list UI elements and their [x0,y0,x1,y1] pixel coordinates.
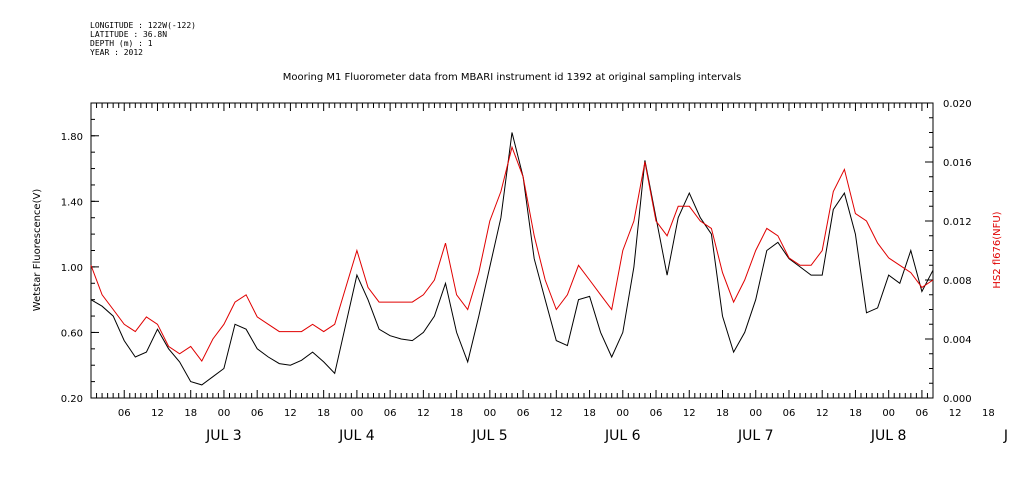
x-tick-label: 06 [384,408,397,419]
x-tick-label: 12 [816,408,829,419]
meta-longitude: LONGITUDE : 122W(-122) [90,21,196,30]
y2-tick-label: 0.008 [943,276,972,287]
x-tick-label: 00 [351,408,364,419]
x-tick-label: 00 [483,408,496,419]
day-label: JUL 3 [205,428,242,444]
y-tick-label: 0.20 [61,394,83,405]
x-tick-label: 18 [450,408,463,419]
y-tick-label: 1.80 [61,132,83,143]
y-tick-label: 1.00 [61,263,83,274]
y2-tick-label: 0.012 [943,217,972,228]
day-label: JUL 6 [604,428,641,444]
x-tick-label: 18 [583,408,596,419]
x-tick-label: 06 [251,408,264,419]
x-tick-label: 06 [118,408,131,419]
x-tick-label: 18 [849,408,862,419]
day-label: JUL 8 [870,428,907,444]
x-tick-label: 12 [550,408,563,419]
meta-year: YEAR : 2012 [90,48,143,57]
x-tick-label: 12 [417,408,430,419]
day-label: JUL 7 [737,428,774,444]
x-tick-label: 00 [882,408,895,419]
left-axis: 0.20 0.60 1.00 1.40 1.80 [61,102,99,405]
y-tick-label: 1.40 [61,197,83,208]
x-tick-label: 00 [218,408,231,419]
x-tick-label: 00 [616,408,629,419]
minor-ticks [90,103,934,398]
x-tick-label: 00 [749,408,762,419]
meta-depth: DEPTH (m) : 1 [90,39,153,48]
x-tick-label: 18 [317,408,330,419]
day-label: JUL 9 [1003,428,1009,444]
chart-title: Mooring M1 Fluorometer data from MBARI i… [283,72,742,83]
x-axis: 06 12 18 00 06 12 18 00 06 12 18 00 06 12 18 00 06 12 18 00… [118,408,1009,444]
x-tick-label: 12 [949,408,962,419]
y-tick-label: 0.60 [61,328,83,339]
x-tick-label: 06 [783,408,796,419]
day-label: JUL 5 [471,428,508,444]
wetstar-series-line [90,132,934,386]
x-tick-label: 12 [284,408,297,419]
y2-tick-label: 0.020 [943,99,972,110]
right-axis: 0.000 0.004 0.008 0.012 0.016 0.020 [925,99,972,405]
meta-latitude: LATITUDE : 36.8N [90,30,168,39]
x-tick-label: 12 [151,408,164,419]
y2-tick-label: 0.004 [943,335,972,346]
x-tick-label: 06 [517,408,530,419]
x-tick-label: 06 [650,408,663,419]
x-tick-label: 18 [184,408,197,419]
series-layer [90,132,934,386]
y2-axis-label: HS2 fl676(NFU) [992,211,1003,288]
metadata-block: LONGITUDE : 122W(-122) LATITUDE : 36.8N … [90,21,196,57]
x-tick-label: 06 [916,408,929,419]
x-tick-label: 12 [683,408,696,419]
x-tick-label: 18 [982,408,995,419]
day-label: JUL 4 [338,428,375,444]
y-axis-label: Wetstar Fluorescence(V) [32,189,43,312]
x-tick-label: 18 [716,408,729,419]
y2-tick-label: 0.000 [943,394,972,405]
hs2-series-line [90,145,934,363]
y2-tick-label: 0.016 [943,158,972,169]
